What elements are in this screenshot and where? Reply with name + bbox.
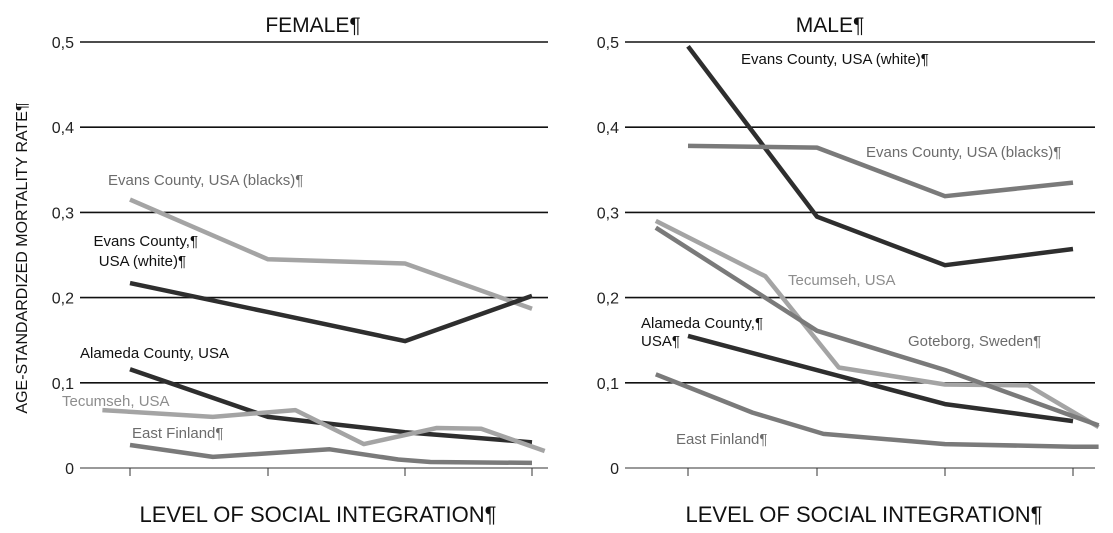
female-series-line-4 <box>102 407 546 454</box>
male-series-line-5 <box>687 333 1074 424</box>
female-y-tick-label: 0,3 <box>52 205 74 222</box>
female-x-axis-label: LEVEL OF SOCIAL INTEGRATION¶ <box>140 502 497 527</box>
female-y-tick-label: 0 <box>65 461 74 478</box>
male-y-tick-label: 0,4 <box>597 120 619 137</box>
female-series-line-3 <box>129 367 533 445</box>
male-series-label-5: Alameda County,¶ <box>641 315 763 332</box>
male-series-label-2: Evans County, USA (blacks)¶ <box>866 144 1061 161</box>
female-y-tick-label: 0,1 <box>52 376 74 393</box>
male-series-label-6: East Finland¶ <box>676 431 767 448</box>
male-series-line-1 <box>686 44 1074 268</box>
male-y-tick-label: 0,1 <box>597 376 619 393</box>
female-y-tick-label: 0,4 <box>52 120 74 137</box>
female-series-label-5: East Finland¶ <box>132 425 223 442</box>
male-y-tick-label: 0,3 <box>597 205 619 222</box>
male-y-tick-label: 0,5 <box>597 35 619 52</box>
male-series-line-4 <box>654 225 1100 428</box>
female-y-tick-label: 0,2 <box>52 291 74 308</box>
male-panel: 0 0,1 0,2 0,3 0,4 0,5 Evans County, USA (white… <box>597 14 1100 527</box>
male-x-axis-label: LEVEL OF SOCIAL INTEGRATION¶ <box>686 502 1043 527</box>
male-y-tick-label: 0 <box>610 461 619 478</box>
female-panel-title: FEMALE¶ <box>265 14 360 37</box>
male-y-tick-label: 0,2 <box>597 291 619 308</box>
female-series-line-2 <box>129 280 533 344</box>
male-series-label-3: Tecumseh, USA <box>788 272 896 289</box>
male-series-label-5: USA¶ <box>641 333 680 350</box>
female-series-line-1 <box>129 197 533 311</box>
female-series-label-3: Alameda County, USA <box>80 345 229 362</box>
female-series-label-2: USA (white)¶ <box>99 253 186 270</box>
female-y-tick-label: 0,5 <box>52 35 74 52</box>
female-series-label-4: Tecumseh, USA <box>62 393 170 410</box>
female-series-label-1: Evans County, USA (blacks)¶ <box>108 172 303 189</box>
female-series-label-2: Evans County,¶ <box>94 233 199 250</box>
y-axis-label: AGE-STANDARDIZED MORTALITY RATE¶ <box>14 102 31 413</box>
female-series-line-5 <box>129 442 533 466</box>
male-series-label-4: Goteborg, Sweden¶ <box>908 333 1041 350</box>
male-series-line-6 <box>654 372 1099 449</box>
female-panel: 0 0,1 0,2 0,3 0,4 0,5 Evans County, USA (black… <box>52 14 548 527</box>
male-series-label-1: Evans County, USA (white)¶ <box>741 51 929 68</box>
male-panel-title: MALE¶ <box>796 14 864 37</box>
male-series-line-3 <box>654 218 1100 430</box>
male-series-line-2 <box>687 143 1074 199</box>
